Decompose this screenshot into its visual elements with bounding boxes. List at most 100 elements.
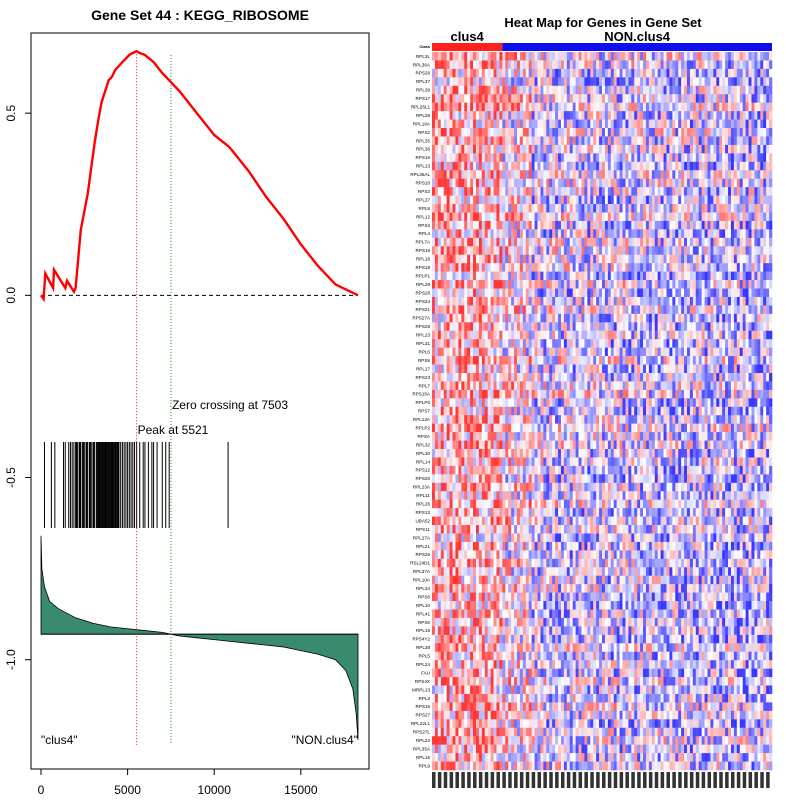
heat-cell bbox=[478, 144, 483, 154]
heat-cell bbox=[599, 144, 603, 154]
heat-cell bbox=[599, 52, 603, 61]
heat-cell bbox=[517, 170, 521, 180]
heat-cell bbox=[628, 322, 632, 332]
heat-cell bbox=[461, 187, 465, 196]
heat-cell bbox=[449, 119, 453, 129]
heat-cell bbox=[637, 389, 641, 399]
heat-cell bbox=[511, 339, 515, 348]
heat-cell bbox=[525, 68, 530, 78]
heat-cell bbox=[695, 288, 700, 298]
heat-cell bbox=[760, 280, 764, 289]
heat-cell bbox=[657, 153, 661, 163]
heat-cell bbox=[555, 111, 559, 120]
heat-cell bbox=[763, 356, 767, 365]
heat-cell bbox=[464, 153, 468, 163]
heat-cell bbox=[619, 220, 623, 230]
heat-cell bbox=[645, 237, 650, 247]
heat-cell bbox=[730, 246, 735, 256]
heat-cell bbox=[522, 85, 527, 95]
heat-cell bbox=[546, 178, 550, 188]
heat-cell bbox=[666, 212, 670, 222]
heat-cell bbox=[730, 271, 735, 281]
heat-cell bbox=[555, 330, 559, 340]
heat-cell bbox=[704, 313, 708, 323]
heat-cell bbox=[657, 136, 661, 146]
heat-cell bbox=[534, 296, 538, 306]
heat-cell bbox=[613, 389, 617, 399]
heat-cell bbox=[590, 305, 594, 315]
heat-cell bbox=[522, 136, 527, 146]
heat-cell bbox=[572, 212, 576, 222]
heat-cell bbox=[461, 212, 465, 222]
heat-cell bbox=[496, 204, 500, 213]
heat-cell bbox=[713, 161, 717, 171]
heat-cell bbox=[733, 195, 738, 205]
heat-cell bbox=[484, 339, 488, 348]
heat-cell bbox=[751, 144, 755, 154]
heat-cell bbox=[572, 381, 576, 391]
heat-cell bbox=[692, 229, 697, 239]
heat-cell bbox=[657, 68, 661, 78]
heat-cell bbox=[640, 178, 644, 188]
heat-cell bbox=[648, 389, 653, 399]
heat-cell bbox=[464, 204, 468, 213]
heat-cell bbox=[607, 187, 612, 196]
heat-cell bbox=[766, 381, 770, 391]
heat-cell bbox=[484, 187, 488, 196]
heat-cell bbox=[666, 102, 670, 112]
heat-cell bbox=[769, 60, 773, 70]
heat-cell bbox=[625, 381, 629, 391]
heat-cell bbox=[449, 313, 453, 323]
heat-cell bbox=[599, 204, 603, 213]
heat-cell bbox=[552, 372, 556, 382]
heat-cell bbox=[604, 280, 609, 289]
heat-cell bbox=[678, 271, 682, 281]
heat-cell bbox=[475, 280, 480, 289]
heat-cell bbox=[517, 322, 521, 332]
heat-cell bbox=[531, 356, 535, 365]
heat-cell bbox=[643, 102, 647, 112]
heat-cell bbox=[464, 52, 468, 61]
heat-cell bbox=[552, 153, 556, 163]
heat-cell bbox=[452, 330, 456, 340]
heat-cell bbox=[728, 280, 732, 289]
heat-cell bbox=[514, 220, 518, 230]
heat-cell bbox=[604, 271, 609, 281]
heat-cell bbox=[707, 220, 711, 230]
heat-cell bbox=[599, 220, 603, 230]
heat-cell bbox=[560, 280, 565, 289]
heat-cell bbox=[517, 136, 521, 146]
heat-cell bbox=[496, 144, 500, 154]
heat-cell bbox=[769, 237, 773, 247]
heat-cell bbox=[452, 372, 456, 382]
heat-cell bbox=[622, 119, 626, 129]
heat-cell bbox=[607, 280, 612, 289]
heat-cell bbox=[619, 119, 623, 129]
heat-cell bbox=[634, 313, 638, 323]
heat-cell bbox=[493, 288, 497, 298]
heat-cell bbox=[534, 94, 538, 103]
heat-cell bbox=[616, 246, 620, 256]
heat-cell bbox=[760, 178, 764, 188]
heat-cell bbox=[719, 85, 723, 95]
heat-cell bbox=[625, 246, 629, 256]
heat-cell bbox=[651, 128, 656, 137]
heat-cell bbox=[637, 60, 641, 70]
heat-cell bbox=[590, 381, 594, 391]
heat-cell bbox=[569, 204, 573, 213]
gene-row-label: RPS10 bbox=[415, 181, 430, 186]
heat-cell bbox=[745, 52, 749, 61]
heat-cell bbox=[560, 212, 565, 222]
heat-cell bbox=[742, 178, 746, 188]
heat-cell bbox=[681, 330, 685, 340]
heat-cell bbox=[745, 77, 749, 87]
heat-cell bbox=[602, 178, 606, 188]
heat-cell bbox=[475, 144, 480, 154]
heat-cell bbox=[596, 389, 600, 399]
heat-cell bbox=[467, 296, 471, 306]
heat-cell bbox=[657, 313, 661, 323]
heat-cell bbox=[432, 339, 436, 348]
heat-cell bbox=[458, 144, 462, 154]
heat-cell bbox=[549, 246, 553, 256]
heat-cell bbox=[449, 356, 453, 365]
